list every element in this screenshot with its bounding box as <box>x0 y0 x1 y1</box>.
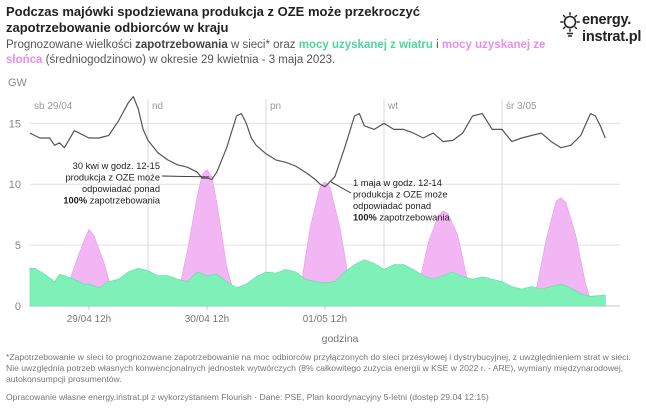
day-label: śr 3/05 <box>506 101 537 112</box>
subtitle-demand: zapotrzebowania <box>135 39 228 51</box>
annotation-leader-line <box>161 175 210 178</box>
wind-area-series <box>29 259 606 307</box>
demand-line-series <box>29 96 606 188</box>
annotation-line: odpowiadać ponad <box>82 184 160 194</box>
annotation-line: produkcja z OZE może <box>65 173 160 183</box>
day-label: pn <box>270 101 281 112</box>
y-tick-label: 5 <box>15 240 21 252</box>
annotation-line: odpowiadać ponad <box>353 201 431 211</box>
subtitle-solar: mocy uzyskanej ze słońca <box>6 39 546 66</box>
y-axis-unit-label: GW <box>8 77 28 89</box>
annotation-line-rest: zapotrzebowania <box>87 196 161 206</box>
logo-line-1: energy. <box>582 12 632 28</box>
subtitle-part-1: Prognozowane wielkości <box>6 39 136 51</box>
x-tick-label: 29/04 12h <box>67 314 112 325</box>
energy-instrat-logo[interactable]: energy. instrat.pl <box>560 10 644 56</box>
annotation-bold: 100% <box>63 196 88 206</box>
day-label: sb 29/04 <box>34 101 73 112</box>
footnote: *Zapotrzebowanie w sieci to prognozowane… <box>6 352 631 384</box>
subtitle-part-2: w sieci* oraz <box>227 39 299 51</box>
annotation-text: 30 kwi w godz. 12-15 produkcja z OZE może… <box>63 161 160 206</box>
annotation-line-rest: zapotrzebowania <box>377 213 451 223</box>
source-note: Opracowanie własne energy.instrat.pl z w… <box>6 392 489 402</box>
annotation-text: 1 maja w godz. 12-14 produkcja z OZE może… <box>353 178 450 223</box>
annotation-line: 1 maja w godz. 12-14 <box>353 178 442 188</box>
y-tick-label: 10 <box>9 179 21 191</box>
x-tick-label: 01/05 12h <box>303 314 348 325</box>
y-tick-label: 15 <box>9 118 21 130</box>
lightbulb-sun-icon <box>560 12 580 37</box>
chart-title: Podczas majówki spodziewana produkcja z … <box>6 4 420 35</box>
annotation-leader-line <box>330 181 352 194</box>
annotation-line: produkcja z OZE może <box>353 190 448 200</box>
day-label: wt <box>387 101 398 112</box>
x-axis-title: godzina <box>322 333 359 345</box>
day-label: nd <box>152 101 163 112</box>
subtitle-part-4: (średniogodzinowo) w okresie 29 kwietnia… <box>42 54 336 66</box>
annotation-bold: 100% <box>353 213 378 223</box>
subtitle-wind: mocy uzyskanej z wiatru <box>298 39 433 51</box>
annotation-line: 30 kwi w godz. 12-15 <box>73 161 160 171</box>
chart-subtitle: Prognozowane wielkości zapotrzebowania w… <box>6 38 566 68</box>
x-tick-label: 30/04 12h <box>185 314 230 325</box>
y-tick-label: 0 <box>15 301 21 313</box>
energy-chart: 30 kwi w godz. 12-15 produkcja z OZE może… <box>8 77 620 345</box>
logo-line-2: instrat.pl <box>582 29 642 45</box>
subtitle-part-3: i <box>432 39 442 51</box>
